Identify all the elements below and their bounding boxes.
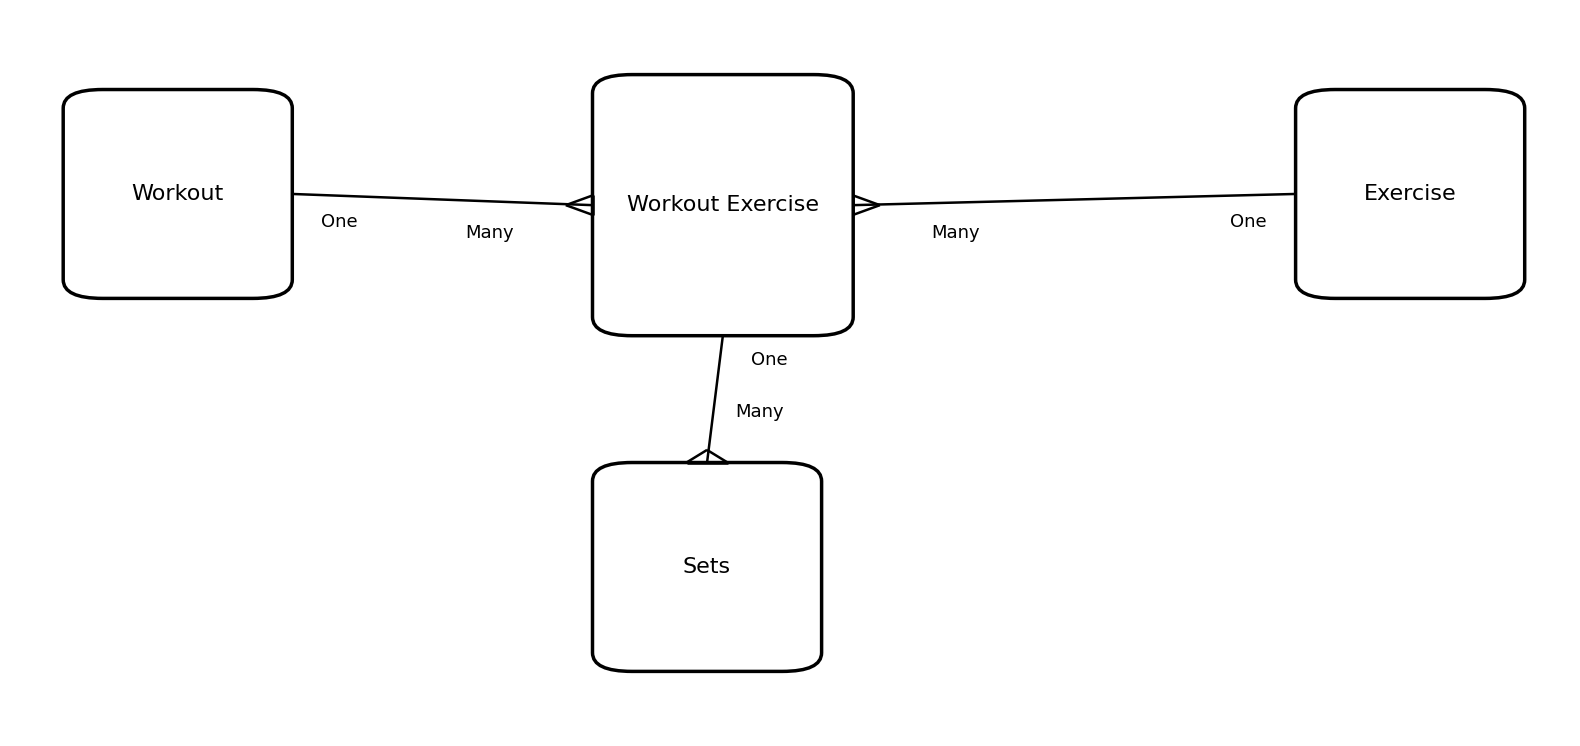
Text: Many: Many xyxy=(466,224,514,242)
Text: Exercise: Exercise xyxy=(1364,184,1457,204)
Text: One: One xyxy=(752,351,788,369)
Text: One: One xyxy=(321,213,359,231)
Text: Workout Exercise: Workout Exercise xyxy=(627,195,818,215)
Text: One: One xyxy=(1229,213,1267,231)
FancyBboxPatch shape xyxy=(592,75,853,336)
FancyBboxPatch shape xyxy=(63,90,292,298)
Text: Sets: Sets xyxy=(683,557,732,577)
FancyBboxPatch shape xyxy=(592,463,822,671)
Text: Many: Many xyxy=(932,224,980,242)
FancyBboxPatch shape xyxy=(1296,90,1525,298)
Text: Workout: Workout xyxy=(131,184,224,204)
Text: Many: Many xyxy=(736,404,784,421)
